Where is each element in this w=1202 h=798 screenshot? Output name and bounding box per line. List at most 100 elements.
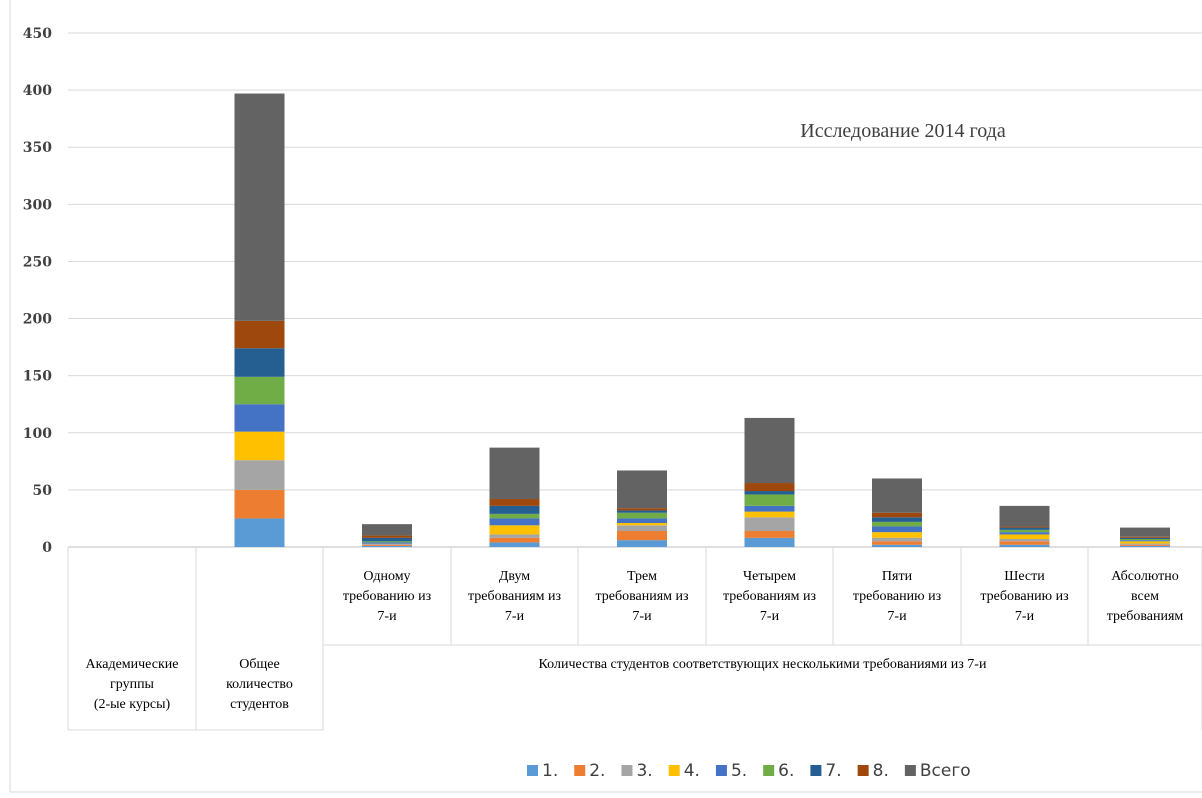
legend-label: 8.: [873, 761, 889, 781]
group-label: (2-ые курсы): [94, 697, 171, 712]
chart-frame: [9, 0, 1202, 793]
y-tick-label: 450: [23, 26, 52, 42]
bar-segment: [489, 499, 540, 506]
bar-segment: [489, 518, 540, 526]
bar-segment: [489, 505, 540, 514]
legend-swatch: [621, 765, 633, 776]
legend-swatch: [668, 765, 680, 776]
bar-segment: [872, 512, 922, 518]
bar-segment: [617, 518, 667, 524]
legend-swatch: [904, 765, 916, 776]
category-label: Абсолютно: [1111, 569, 1178, 584]
y-tick-label: 400: [23, 83, 52, 99]
legend-label: 3.: [636, 761, 652, 781]
bar-segment: [999, 539, 1050, 542]
bar-segment: [489, 537, 540, 543]
category-label: 7-и: [760, 609, 780, 624]
bar-segment: [872, 532, 922, 538]
bar-segment: [999, 532, 1050, 535]
category-labels: Одному требованию из 7-и Двум требованиям из…: [86, 569, 1184, 712]
y-tick-label: 300: [23, 197, 52, 213]
bar-segment: [489, 513, 540, 519]
bar-segment: [234, 518, 285, 547]
bar-segment: [489, 447, 540, 500]
bar-segment: [872, 478, 922, 513]
bar-segment: [744, 511, 795, 518]
bar-segment: [362, 544, 412, 546]
category-label: Одному: [363, 569, 410, 584]
bar-segment: [1120, 537, 1170, 540]
bar-segment: [617, 531, 667, 541]
bar-segment: [872, 544, 922, 547]
bar-segment: [1120, 536, 1170, 538]
bar-segment: [744, 531, 795, 538]
bar-segment: [234, 93, 285, 321]
bar-segment: [872, 541, 922, 545]
group-label: группы: [110, 677, 155, 692]
bar-segment: [872, 526, 922, 533]
bar-segment: [234, 348, 285, 377]
bar-segment: [234, 376, 285, 405]
bar-segment: [362, 543, 412, 545]
category-label: Шести: [1004, 569, 1045, 584]
bar-segment: [999, 527, 1050, 530]
bar-segment: [617, 508, 667, 511]
bar-segment: [744, 494, 795, 506]
category-label: Двум: [499, 569, 530, 584]
category-label: требованиям из: [595, 589, 689, 604]
bar-segment: [234, 320, 285, 349]
bar-segment: [744, 517, 795, 532]
group-label: студентов: [230, 697, 289, 712]
bar-segment: [362, 524, 412, 536]
bar-segment: [872, 521, 922, 527]
bar-segment: [1120, 527, 1170, 537]
bar-segment: [999, 529, 1050, 533]
group-label: Общее: [239, 657, 279, 672]
group-label: количество: [226, 677, 293, 692]
bar-segment: [617, 512, 667, 519]
bar-segment: [999, 505, 1050, 527]
category-label: требованию из: [980, 589, 1069, 604]
category-label: всем: [1131, 589, 1159, 604]
category-label: Трем: [627, 569, 657, 584]
legend-swatch: [763, 765, 775, 776]
bar-segment: [489, 525, 540, 535]
bar-segment: [362, 542, 412, 544]
group-label: Академические: [86, 657, 179, 672]
bar-segment: [1120, 540, 1170, 542]
category-label: Пяти: [882, 569, 913, 584]
bar-segment: [234, 489, 285, 519]
bar-segment: [1120, 545, 1170, 547]
category-label: 7-и: [887, 609, 907, 624]
bar-segment: [872, 537, 922, 542]
y-tick-label: 250: [23, 254, 52, 270]
bar-segment: [872, 517, 922, 522]
bar-segment: [1120, 541, 1170, 544]
bar-segment: [999, 544, 1050, 547]
bar-segment: [234, 460, 285, 490]
group-label: Количества студентов соответствующих нес…: [539, 657, 987, 672]
y-tick-label: 350: [23, 140, 52, 156]
category-table: [67, 547, 1202, 731]
bar-segment: [234, 404, 285, 432]
y-tick-label: 150: [23, 369, 52, 385]
legend-label: Всего: [920, 761, 971, 781]
y-tick-label: 0: [42, 540, 52, 556]
bar-segment: [489, 534, 540, 538]
bar-segment: [1120, 543, 1170, 545]
bar-stacks: [234, 93, 1170, 547]
category-label: Четырем: [743, 569, 796, 584]
category-label: требованиям из: [723, 589, 817, 604]
legend-swatch: [810, 765, 822, 776]
bar-segment: [617, 523, 667, 526]
bar-segment: [1120, 539, 1170, 541]
bar-segment: [999, 534, 1050, 540]
bar-segment: [744, 491, 795, 495]
legend-swatch: [857, 765, 869, 776]
category-label: требованиям: [1107, 609, 1184, 624]
bar-segment: [617, 470, 667, 509]
legend-label: 5.: [731, 761, 747, 781]
bar-segment: [744, 505, 795, 512]
